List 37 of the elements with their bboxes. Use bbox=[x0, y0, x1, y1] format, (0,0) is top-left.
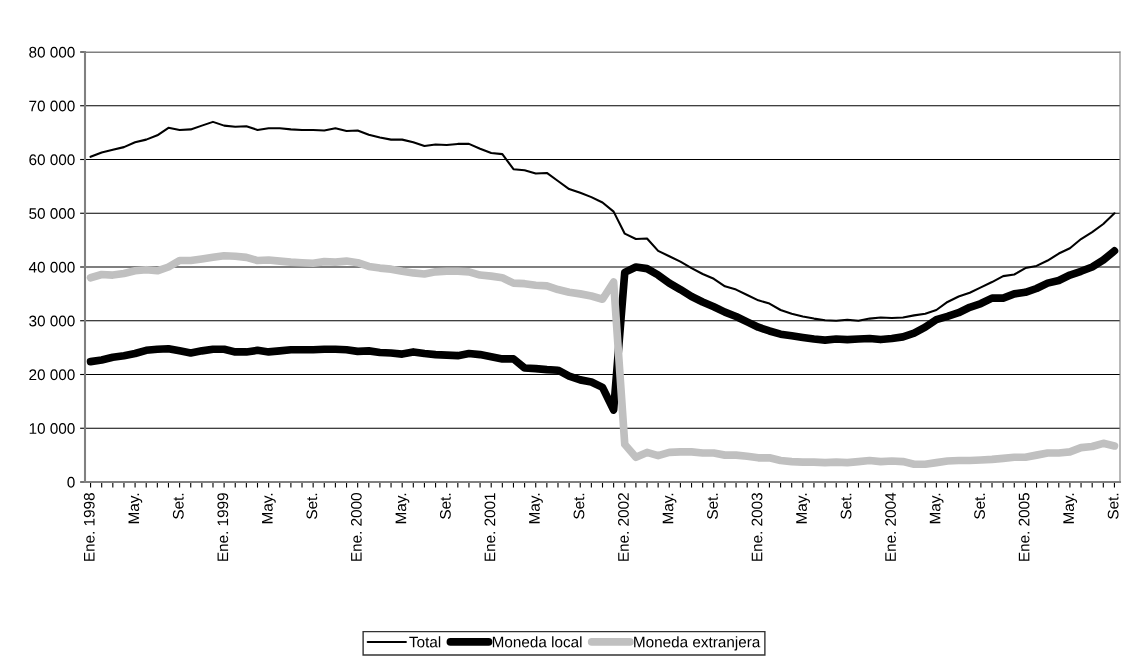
line-series bbox=[89, 120, 1116, 322]
x-tick-label: Set. bbox=[573, 493, 585, 519]
y-tick-label: 80 000 bbox=[29, 46, 75, 58]
x-tick-label: Set. bbox=[840, 493, 852, 519]
y-tick-label: 40 000 bbox=[28, 261, 75, 273]
x-tick-label: May. bbox=[529, 493, 543, 524]
y-tick-label: 0 bbox=[67, 476, 75, 488]
x-tick-label: Ene. 1999 bbox=[217, 493, 229, 561]
y-tick-label: 30 000 bbox=[29, 315, 75, 327]
x-tick-label: Ene. 2005 bbox=[1018, 493, 1030, 561]
x-tick-label: Set. bbox=[1107, 493, 1119, 519]
x-tick-label: Ene. 2001 bbox=[484, 493, 496, 561]
x-tick-label: Set. bbox=[306, 493, 318, 519]
y-tick-label: 20 000 bbox=[29, 369, 75, 381]
y-tick-label: 50 000 bbox=[29, 208, 75, 219]
x-tick-label: May. bbox=[262, 493, 276, 524]
x-tick-label: Ene. 2000 bbox=[350, 493, 362, 561]
x-tick-label: Set. bbox=[439, 493, 451, 519]
x-tick-label: Ene. 2003 bbox=[751, 493, 763, 561]
legend-label: Moneda extranjera bbox=[634, 636, 761, 651]
x-tick-label: Set. bbox=[707, 493, 718, 519]
y-tick-label: 70 000 bbox=[29, 100, 75, 112]
x-tick-label: Set. bbox=[974, 493, 985, 519]
x-tick-label: Ene. 2004 bbox=[885, 492, 896, 561]
x-tick-label: May. bbox=[128, 493, 143, 524]
x-tick-label: Ene. 1998 bbox=[83, 493, 95, 561]
x-tick-label: May. bbox=[796, 493, 810, 524]
x-tick-label: May. bbox=[929, 493, 944, 524]
x-tick-label: May. bbox=[395, 493, 410, 524]
y-tick-label: 60 000 bbox=[29, 154, 75, 166]
x-tick-label: Set. bbox=[172, 493, 184, 519]
legend-label: Total bbox=[409, 636, 441, 648]
y-tick-label: 10 000 bbox=[29, 423, 75, 434]
legend-label: Moneda local bbox=[492, 636, 582, 648]
x-tick-label: Ene. 2002 bbox=[618, 493, 629, 561]
x-tick-label: May. bbox=[1063, 493, 1078, 524]
x-tick-label: May. bbox=[662, 493, 677, 524]
